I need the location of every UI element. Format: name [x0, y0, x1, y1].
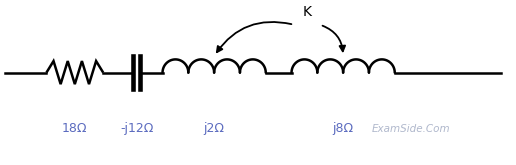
Text: ExamSide.Com: ExamSide.Com — [372, 124, 450, 134]
Text: j8Ω: j8Ω — [333, 122, 353, 135]
Text: -j12Ω: -j12Ω — [120, 122, 153, 135]
Text: K: K — [302, 5, 312, 18]
Text: j2Ω: j2Ω — [204, 122, 224, 135]
Text: 18Ω: 18Ω — [62, 122, 88, 135]
